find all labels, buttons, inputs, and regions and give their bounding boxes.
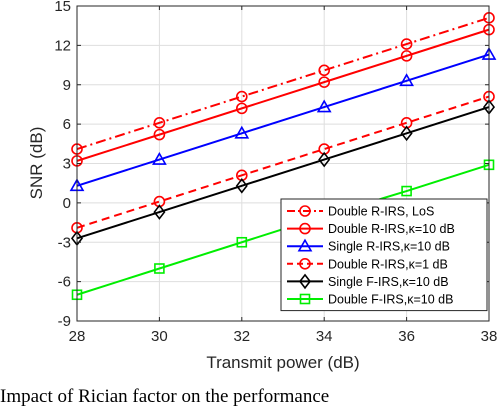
legend-box [280, 198, 488, 312]
legend-entry: Double R-IRS,κ=10 dB [287, 222, 455, 236]
y-tick-label: -3 [58, 234, 71, 251]
series-3 [69, 46, 497, 192]
series-2 [71, 23, 495, 167]
legend-marker [299, 257, 311, 270]
data-point [153, 128, 166, 141]
data-point [153, 204, 166, 220]
series-line [76, 95, 490, 229]
data-point [400, 38, 413, 50]
legend-marker [297, 238, 313, 252]
data-point [400, 50, 413, 62]
legend-entry: Single R-IRS,κ=10 dB [287, 238, 450, 254]
legend-marker [299, 205, 311, 217]
y-tick-label: 12 [54, 37, 71, 54]
x-tick-label: 28 [69, 328, 86, 345]
series-line [76, 28, 490, 162]
y-tick-label: 6 [63, 116, 71, 133]
data-point [152, 151, 167, 165]
x-tick-label: 38 [481, 328, 498, 345]
series-line [76, 53, 490, 187]
y-axis-title: SNR (dB) [27, 127, 46, 200]
legend-label: Double F-IRS,κ=10 dB [328, 293, 453, 307]
data-point [318, 64, 331, 77]
y-tick-label: 0 [63, 195, 71, 212]
legend-label: Single R-IRS,κ=10 dB [328, 240, 450, 254]
x-tick-label: 36 [398, 328, 415, 345]
data-point [318, 76, 331, 88]
data-point [154, 263, 165, 274]
legend-label: Single F-IRS,κ=10 dB [328, 275, 449, 289]
data-point [316, 99, 332, 113]
data-point [399, 73, 414, 87]
legend-entry: Double F-IRS,κ=10 dB [287, 293, 453, 307]
data-point [236, 102, 248, 115]
x-axis-title: Transmit power (dB) [206, 353, 359, 372]
legend-label: Double R-IRS,κ=1 dB [328, 257, 448, 271]
y-tick-label: 9 [63, 77, 71, 94]
legend-entry: Double R-IRS,κ=1 dB [287, 257, 448, 271]
legend-entry: Double R-IRS, LoS [287, 205, 434, 219]
series-1 [71, 12, 495, 155]
data-point [236, 236, 248, 248]
data-point [153, 117, 166, 129]
legend: Double R-IRS, LoS Double R-IRS,κ=10 dB Sin… [280, 198, 488, 312]
x-tick-label: 34 [316, 328, 333, 345]
x-tick-label: 30 [151, 328, 168, 345]
y-tick-label: -6 [58, 274, 71, 291]
legend-marker [299, 222, 311, 235]
y-tick-label: 3 [63, 156, 71, 173]
legend-label: Double R-IRS,κ=10 dB [328, 222, 455, 236]
data-point [235, 178, 248, 194]
figure-caption: Impact of Rician factor on the performan… [0, 386, 330, 407]
data-point [234, 125, 250, 139]
series-line [76, 16, 490, 151]
legend-label: Double R-IRS, LoS [328, 205, 434, 219]
y-tick-label: -9 [58, 313, 71, 330]
legend-entry: Single F-IRS,κ=10 dB [287, 273, 449, 290]
data-point [318, 151, 331, 168]
data-point [400, 125, 413, 142]
data-point [401, 185, 412, 197]
data-point [236, 90, 248, 103]
y-tick-label: 15 [54, 0, 71, 15]
legend-marker [299, 293, 311, 305]
series-line [76, 106, 490, 240]
x-tick-label: 32 [233, 328, 250, 345]
legend-marker [298, 273, 312, 290]
